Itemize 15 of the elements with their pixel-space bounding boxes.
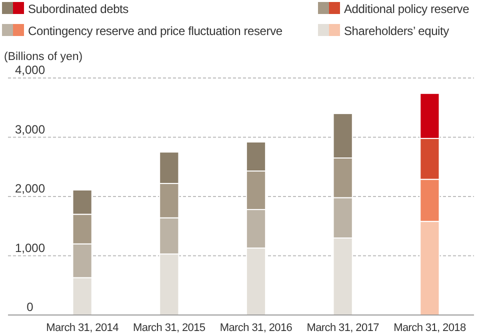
y-tick-label: 3,000 bbox=[14, 122, 46, 136]
y-tick-label: 1,000 bbox=[14, 240, 46, 255]
legend-label: Contingency reserve and price fluctuation reserve bbox=[28, 24, 283, 38]
y-tick-label: 2,000 bbox=[14, 182, 46, 196]
x-tick-label: March 31, 2015 bbox=[133, 322, 206, 334]
y-tick-label: 0 bbox=[26, 300, 34, 314]
x-tick-label: March 31, 2018 bbox=[394, 322, 466, 334]
x-tick-label: March 31, 2017 bbox=[306, 322, 380, 334]
x-tick-label: March 31, 2014 bbox=[46, 322, 119, 334]
y-axis-title: (Billions of yen) bbox=[4, 51, 83, 63]
legend-label: Shareholders’ equity bbox=[344, 24, 450, 38]
legend-label: Subordinated debts bbox=[28, 2, 129, 16]
x-tick-label: March 31, 2016 bbox=[220, 322, 292, 334]
legend-label: Additional policy reserve bbox=[344, 2, 470, 16]
y-tick-label: 4,000 bbox=[14, 63, 46, 77]
